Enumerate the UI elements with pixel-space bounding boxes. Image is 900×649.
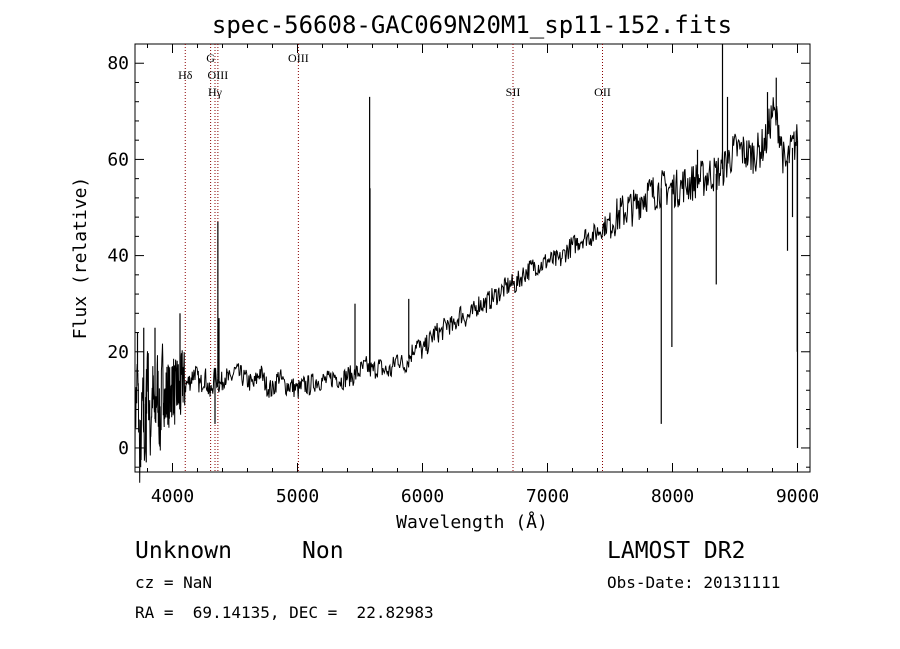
object-class: Unknown [135, 538, 232, 564]
spectral-line-markers: Hδ G Hγ OIII OIII SII OII [178, 44, 611, 472]
object-subclass: Non [302, 538, 344, 564]
x-tick-label: 9000 [776, 486, 819, 507]
survey-name: LAMOST DR2 [607, 538, 746, 564]
y-tick-label: 0 [118, 438, 129, 459]
x-tick-label: 6000 [401, 486, 444, 507]
line-marker-label: G [206, 51, 215, 65]
y-tick-label: 80 [107, 53, 129, 74]
line-marker-label: Hγ [208, 85, 223, 99]
y-axis: 0 20 40 60 80 [107, 43, 810, 468]
y-tick-label: 20 [107, 342, 129, 363]
x-tick-label: 7000 [526, 486, 569, 507]
x-tick-label: 5000 [276, 486, 319, 507]
line-marker-label: OIII [288, 51, 309, 65]
coordinates-text: RA = 69.14135, DEC = 22.82983 [135, 603, 434, 622]
y-axis-label: Flux (relative) [70, 177, 91, 340]
line-marker-label: OII [594, 85, 611, 99]
chart-title: spec-56608-GAC069N20M1_sp11-152.fits [212, 11, 732, 39]
obs-date: Obs-Date: 20131111 [607, 573, 781, 592]
line-marker-label: Hδ [178, 68, 193, 82]
line-marker-label: OIII [208, 68, 229, 82]
spectrum-spikes [136, 44, 799, 468]
plot-frame [134, 43, 811, 473]
spectrum-line [134, 97, 798, 483]
y-tick-label: 40 [107, 246, 129, 267]
redshift-text: cz = NaN [135, 573, 213, 592]
x-axis-label: Wavelength (Å) [396, 511, 548, 533]
x-tick-label: 8000 [651, 486, 694, 507]
y-tick-label: 60 [107, 149, 129, 170]
line-marker-label: SII [506, 85, 521, 99]
x-axis: 4000 5000 6000 7000 8000 9000 [147, 44, 819, 507]
x-tick-label: 4000 [151, 486, 194, 507]
